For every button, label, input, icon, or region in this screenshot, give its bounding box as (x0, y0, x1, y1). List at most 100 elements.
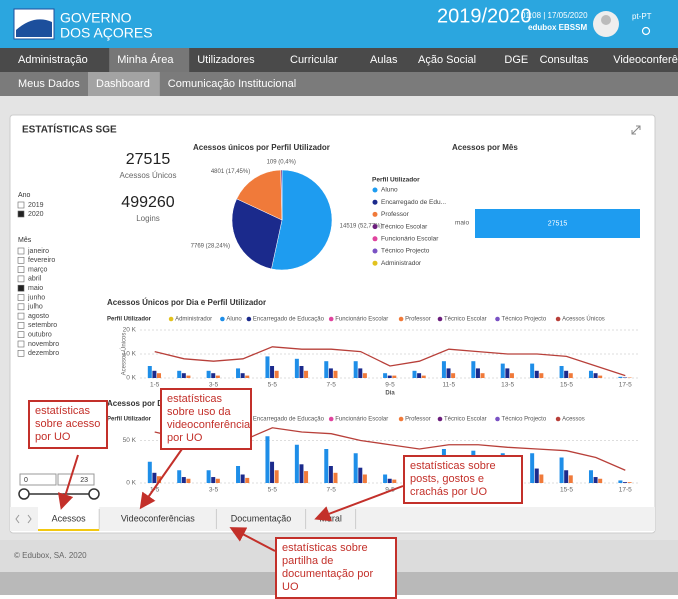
x-axis-title: Dia (385, 391, 395, 397)
checkbox[interactable] (18, 285, 24, 291)
bar (270, 366, 274, 378)
filter-option[interactable]: abril (28, 276, 42, 283)
filter-option[interactable]: fevereiro (28, 257, 55, 264)
legend-label: Encarregado de Educação (253, 417, 325, 423)
bar (383, 475, 387, 484)
filter-option[interactable]: outubro (28, 332, 52, 339)
bar (589, 470, 593, 483)
datetime: 01:08 | 17/05/2020 (521, 11, 588, 20)
x-tick-label: 13-5 (501, 382, 514, 389)
data-label: 27515 (548, 220, 568, 227)
checkbox[interactable] (18, 304, 24, 310)
checkbox[interactable] (18, 341, 24, 347)
nav-item[interactable]: Curricular (290, 54, 338, 66)
bar (211, 477, 215, 483)
filter-option[interactable]: setembro (28, 322, 57, 329)
bar (299, 464, 303, 483)
filter-option[interactable]: 2020 (28, 211, 44, 218)
subnav-item[interactable]: Comunicação Institucional (168, 78, 296, 90)
legend-label: Encarregado de Edu... (381, 199, 446, 206)
bar (564, 371, 568, 378)
checkbox[interactable] (18, 248, 24, 254)
filter-option[interactable]: março (28, 266, 48, 273)
nav-item[interactable]: Administração (18, 54, 88, 66)
annotation: estatísticas sobre posts, gostos e crach… (403, 455, 523, 504)
tab-label[interactable]: Videoconferências (121, 513, 195, 523)
pie-label: 109 (0,4%) (267, 160, 296, 166)
bar (618, 377, 622, 378)
bar (270, 462, 274, 483)
nav-item[interactable]: DGE (504, 54, 528, 66)
filter-option[interactable]: janeiro (27, 248, 49, 255)
bar (177, 470, 181, 483)
checkbox[interactable] (18, 202, 24, 208)
filter-title: Ano (18, 192, 31, 199)
bar (157, 373, 161, 378)
bar (216, 479, 220, 483)
legend-label: Aluno (226, 317, 242, 323)
logo-text: DOS AÇORES (60, 25, 153, 41)
bar (207, 470, 211, 483)
chart-title: Acessos Únicos por Dia e Perfil Utilizad… (107, 298, 266, 307)
filter-option[interactable]: dezembro (28, 350, 59, 357)
checkbox[interactable] (18, 276, 24, 282)
checkbox[interactable] (18, 332, 24, 338)
pie-label: 4801 (17,45%) (211, 169, 250, 175)
legend-marker (495, 317, 500, 322)
panel-title: ESTATÍSTICAS SGE (22, 123, 117, 136)
legend-label: Técnico Escolar (444, 417, 487, 423)
subnav-item[interactable]: Dashboard (96, 78, 150, 90)
slider-handle[interactable] (89, 489, 99, 499)
bar (510, 373, 514, 378)
checkbox[interactable] (18, 313, 24, 319)
bar (392, 480, 396, 483)
bar (628, 482, 632, 483)
x-tick-label: 17-5 (619, 487, 632, 494)
bar (182, 373, 186, 378)
bar (186, 376, 190, 378)
filter-option[interactable]: maio (28, 285, 43, 292)
filter-option[interactable]: novembro (28, 341, 59, 348)
nav-item[interactable]: Aulas (370, 54, 398, 66)
checkbox[interactable] (18, 322, 24, 328)
nav-item[interactable]: Ação Social (418, 54, 476, 66)
y-tick-label: 0 K (126, 480, 136, 487)
slider-min: 0 (24, 477, 28, 484)
chart-title: Acessos por Mês (452, 143, 518, 152)
subnav-item[interactable]: Meus Dados (18, 78, 80, 90)
x-tick-label: 15-5 (560, 382, 573, 389)
nav-item[interactable]: Videoconferência (613, 54, 678, 66)
legend-label: Funcionário Escolar (335, 417, 388, 423)
checkbox[interactable] (18, 350, 24, 356)
bar (530, 453, 534, 483)
filter-option[interactable]: julho (27, 304, 43, 311)
tab-label[interactable]: Documentação (231, 513, 292, 523)
bar (241, 475, 245, 484)
tab-label[interactable]: Mural (319, 513, 342, 523)
checkbox[interactable] (18, 211, 24, 217)
legend-marker (373, 236, 378, 241)
nav-item[interactable]: Utilizadores (197, 54, 255, 66)
bar (388, 479, 392, 483)
bar (295, 359, 299, 378)
bar (560, 458, 564, 484)
filter-option[interactable]: agosto (28, 313, 49, 320)
tab-label[interactable]: Acessos (52, 513, 87, 523)
slider-handle[interactable] (19, 489, 29, 499)
nav-item[interactable]: Minha Área (117, 53, 174, 66)
checkbox[interactable] (18, 295, 24, 301)
x-tick-label: 9-5 (385, 382, 395, 389)
filter-option[interactable]: 2019 (28, 202, 44, 209)
bar (481, 373, 485, 378)
language[interactable]: pt-PT (632, 12, 652, 21)
slider-input[interactable] (58, 474, 94, 485)
chart-title: Acessos únicos por Perfil Utilizador (193, 143, 330, 152)
bar (451, 373, 455, 378)
nav-item[interactable]: Consultas (540, 54, 589, 66)
filter-option[interactable]: junho (27, 294, 45, 301)
checkbox[interactable] (18, 257, 24, 263)
legend-marker (373, 249, 378, 254)
bar (363, 373, 367, 378)
checkbox[interactable] (18, 267, 24, 273)
